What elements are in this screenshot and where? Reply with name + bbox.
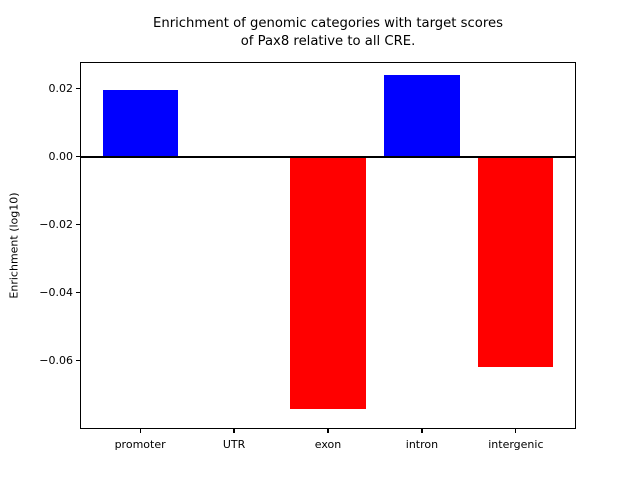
bar-intron <box>384 74 460 157</box>
bar-exon <box>290 156 366 410</box>
bar-promoter <box>102 89 178 157</box>
y-axis-label: Enrichment (log10) <box>7 192 21 299</box>
y-tick-label: 0.02 <box>48 81 74 95</box>
x-tick-mark <box>515 429 517 433</box>
y-tick-label: −0.06 <box>39 353 73 367</box>
y-tick-mark <box>76 292 80 294</box>
bar-intergenic <box>478 156 554 368</box>
y-tick-label: −0.04 <box>39 285 73 299</box>
x-tick-mark <box>327 429 329 433</box>
x-tick-label: intron <box>405 438 439 451</box>
x-tick-label: promoter <box>114 438 166 451</box>
x-tick-mark <box>139 429 141 433</box>
chart-title: Enrichment of genomic categories with ta… <box>80 15 576 50</box>
chart-title-line-1: Enrichment of genomic categories with ta… <box>153 16 503 31</box>
zero-line <box>80 155 576 159</box>
y-tick-label: −0.02 <box>39 217 73 231</box>
x-tick-mark <box>421 429 423 433</box>
x-tick-label: UTR <box>222 438 246 451</box>
y-tick-mark <box>76 360 80 362</box>
y-tick-label: 0.00 <box>48 149 74 163</box>
x-tick-mark <box>233 429 235 433</box>
y-tick-mark <box>76 224 80 226</box>
y-tick-mark <box>76 156 80 158</box>
x-tick-label: exon <box>314 438 342 451</box>
x-tick-label: intergenic <box>488 438 544 451</box>
chart-title-line-2: of Pax8 relative to all CRE. <box>240 33 416 49</box>
y-tick-mark <box>76 88 80 90</box>
